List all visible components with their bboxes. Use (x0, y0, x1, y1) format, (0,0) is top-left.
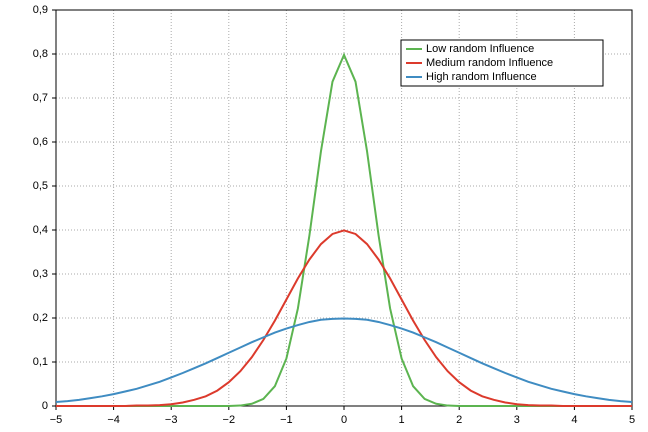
y-tick-label: 0,6 (33, 136, 48, 148)
x-tick-label: 0 (341, 414, 347, 426)
x-tick-label: −1 (280, 414, 293, 426)
y-tick-label: 0 (42, 400, 48, 412)
series-line (56, 229, 632, 407)
legend-box (400, 39, 604, 87)
y-tick-label: 0,5 (33, 180, 48, 192)
series-line (55, 317, 633, 404)
y-tick-label: 0,8 (33, 48, 48, 60)
y-tick-label: 0,3 (33, 268, 48, 280)
plot-frame (55, 9, 633, 407)
y-tick-label: 0,2 (33, 312, 48, 324)
legend-label: Low random Influence (426, 43, 534, 55)
x-tick-label: 4 (571, 414, 577, 426)
legend-label: Medium random Influence (426, 57, 553, 69)
x-tick-label: 5 (629, 414, 635, 426)
x-tick-label: −5 (50, 414, 63, 426)
y-tick-label: 0,4 (33, 224, 48, 236)
y-tick-label: 0,7 (33, 92, 48, 104)
legend-label: High random Influence (426, 71, 537, 83)
x-tick-label: −3 (165, 414, 178, 426)
y-tick-label: 0,1 (33, 356, 48, 368)
x-tick-label: 2 (456, 414, 462, 426)
y-tick-label: 0,9 (33, 4, 48, 16)
x-tick-label: 1 (399, 414, 405, 426)
x-tick-label: −2 (223, 414, 236, 426)
x-tick-label: −4 (107, 414, 120, 426)
x-tick-label: 3 (514, 414, 520, 426)
